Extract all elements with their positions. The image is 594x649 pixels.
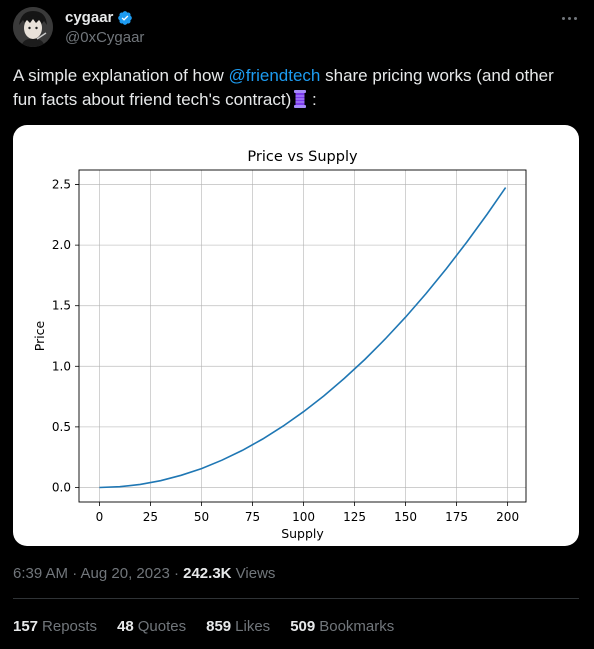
likes-count: 859 <box>206 618 232 635</box>
verified-badge-icon <box>118 10 133 25</box>
y-tick-label: 0.5 <box>52 420 71 434</box>
divider <box>13 598 579 599</box>
y-tick-label: 2.5 <box>52 178 71 192</box>
x-tick-label: 175 <box>445 510 468 524</box>
x-tick-label: 50 <box>194 510 209 524</box>
x-tick-label: 125 <box>343 510 366 524</box>
y-tick-label: 1.0 <box>52 359 71 373</box>
reposts-stat[interactable]: 157 Reposts <box>13 618 97 635</box>
bookmarks-label: Bookmarks <box>319 618 395 635</box>
likes-stat[interactable]: 859 Likes <box>206 618 270 635</box>
avatar[interactable] <box>13 7 53 47</box>
tweet-stats: 157 Reposts 48 Quotes 859 Likes 509 Bookmark… <box>13 618 394 635</box>
tweet-media-chart[interactable]: 0 25 50 75 100 125 150 175 200 0.0 0.5 1.0 1.5 2.0 2.5… <box>13 125 579 546</box>
y-tick-label: 0.0 <box>52 480 71 494</box>
x-axis-label: Supply <box>281 526 324 541</box>
quotes-count: 48 <box>117 618 134 635</box>
y-axis-label: Price <box>32 320 47 351</box>
x-tick-label: 100 <box>292 510 315 524</box>
tweet-text-part: share pricing works (and other fun facts… <box>13 66 554 109</box>
views-label: Views <box>231 565 276 582</box>
x-tick-label: 75 <box>245 510 260 524</box>
y-tick-label: 1.5 <box>52 299 71 313</box>
plot-frame <box>78 169 527 503</box>
x-tick-label: 200 <box>496 510 519 524</box>
x-tick-label: 0 <box>96 510 104 524</box>
more-options-icon[interactable] <box>558 9 580 27</box>
views-count: 242.3K <box>183 565 232 582</box>
author-handle[interactable]: @0xCygaar <box>65 29 145 46</box>
tweet-text: A simple explanation of how @friendtech … <box>13 64 581 112</box>
x-tick-label: 25 <box>143 510 158 524</box>
quotes-stat[interactable]: 48 Quotes <box>117 618 186 635</box>
x-tick-label: 150 <box>394 510 417 524</box>
mention-link[interactable]: @friendtech <box>228 66 321 85</box>
y-tick-label: 2.0 <box>52 238 71 252</box>
author-name[interactable]: cygaar <box>65 9 114 26</box>
likes-label: Likes <box>235 618 271 635</box>
quotes-label: Quotes <box>137 618 187 635</box>
reposts-label: Reposts <box>42 618 98 635</box>
bookmarks-count: 509 <box>290 618 316 635</box>
bookmarks-stat[interactable]: 509 Bookmarks <box>290 618 394 635</box>
tweet-meta: 6:39 AM · Aug 20, 2023 · 242.3K Views <box>13 565 275 582</box>
tweet-text-part: A simple explanation of how <box>13 66 229 85</box>
price-curve-line <box>99 187 507 489</box>
price-supply-chart: 0 25 50 75 100 125 150 175 200 0.0 0.5 1.0 1.5 2.0 2.5… <box>32 149 527 541</box>
chart-title: Price vs Supply <box>247 149 358 165</box>
tweet-timestamp[interactable]: 6:39 AM · Aug 20, 2023 · <box>13 565 184 582</box>
tweet-text-part: : <box>311 90 317 109</box>
thread-spool-icon <box>294 90 307 108</box>
reposts-count: 157 <box>13 618 39 635</box>
